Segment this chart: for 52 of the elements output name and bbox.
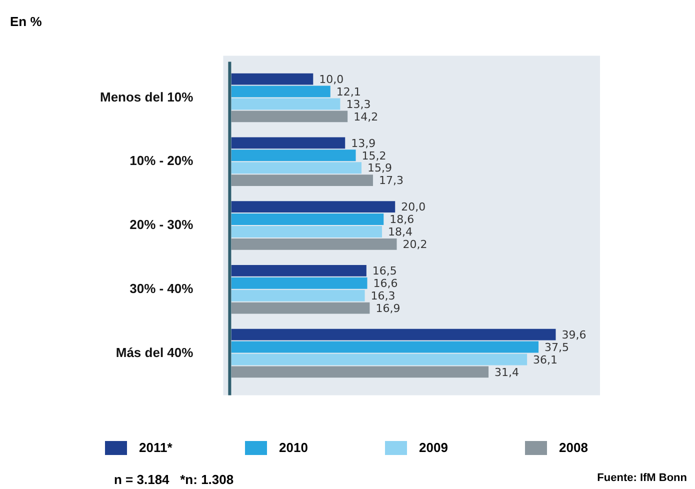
- bar: [231, 264, 366, 276]
- data-label: 16,9: [376, 302, 400, 315]
- data-label: 20,2: [402, 238, 428, 252]
- legend-label: 2010: [279, 440, 308, 455]
- data-label: 16,3: [370, 289, 396, 302]
- data-label: 16,5: [372, 264, 397, 278]
- y-tick-label: Más del 40%: [116, 344, 194, 360]
- data-label: 18,6: [390, 213, 414, 226]
- bar: [231, 226, 382, 238]
- data-label: 16,6: [373, 277, 398, 290]
- bar: [231, 150, 356, 162]
- data-label: 39,6: [562, 328, 586, 342]
- y-tick-label: 30% - 40%: [130, 280, 194, 296]
- data-label: 36,1: [533, 353, 558, 366]
- bar: [231, 98, 340, 110]
- source-note: Fuente: IfM Bonn: [597, 472, 687, 484]
- data-label: 15,2: [362, 149, 386, 162]
- y-tick-label: 10% - 20%: [130, 153, 194, 168]
- bar: [231, 341, 539, 353]
- data-label: 31,4: [494, 366, 520, 379]
- bar: [231, 110, 348, 122]
- data-label: 14,2: [354, 110, 378, 124]
- bar: [231, 366, 489, 378]
- bar: [231, 354, 528, 366]
- data-label: 13,3: [346, 98, 371, 111]
- bar: [231, 201, 396, 213]
- data-label: 13,9: [351, 136, 376, 150]
- bar: [231, 162, 362, 174]
- data-label: 20,0: [401, 200, 426, 214]
- data-label: 15,9: [368, 162, 392, 175]
- bar: [231, 214, 384, 225]
- bar: [231, 86, 330, 98]
- data-label: 12,1: [336, 85, 361, 98]
- bar: [231, 73, 314, 85]
- bar: [231, 290, 365, 302]
- data-label: 10,0: [319, 72, 344, 86]
- legend-label: 2009: [419, 440, 448, 455]
- y-tick-label: Menos del 10%: [100, 89, 194, 104]
- bar: [231, 302, 370, 314]
- legend-label: 2008: [559, 440, 588, 455]
- data-label: 37,5: [544, 340, 570, 354]
- y-tick-label: 20% - 30%: [130, 217, 194, 232]
- data-label: 18,4: [388, 226, 412, 239]
- bar: [231, 238, 397, 250]
- data-label: 17,3: [378, 174, 404, 188]
- bar: [231, 328, 556, 340]
- bar: [231, 174, 373, 186]
- text: n = 3.184 *n: 1.308: [114, 472, 234, 487]
- legend-label: 2011*: [139, 440, 172, 455]
- text: En %: [10, 14, 42, 29]
- bar: [231, 137, 346, 149]
- bar: [231, 277, 368, 289]
